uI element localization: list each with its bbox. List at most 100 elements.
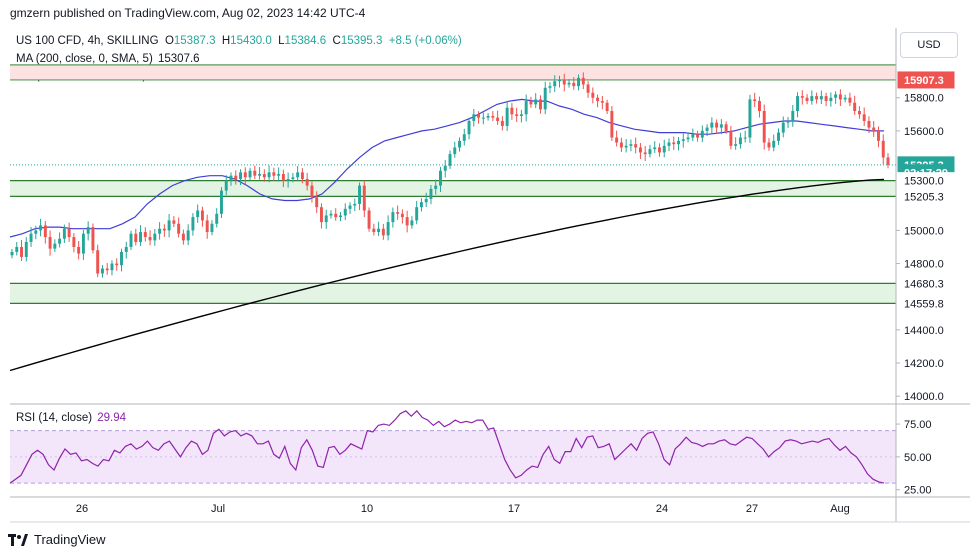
symbol-title[interactable]: US 100 CFD, 4h, SKILLING <box>16 35 159 47</box>
rsi-band <box>10 430 896 484</box>
candle-body <box>662 145 666 153</box>
candle <box>10 248 14 259</box>
candle-body <box>458 140 461 148</box>
candle <box>643 145 647 162</box>
candle <box>877 126 880 148</box>
candle <box>239 169 242 186</box>
candle <box>162 224 166 237</box>
candle <box>481 112 485 125</box>
candle <box>581 72 585 90</box>
candle-body <box>534 99 538 105</box>
price-label: 15205.3 <box>904 191 944 203</box>
time-tick-label: 27 <box>746 503 758 515</box>
candle <box>334 208 338 221</box>
candle <box>562 73 566 92</box>
candle-body <box>434 185 438 189</box>
candle-body <box>862 114 866 121</box>
candle-body <box>167 220 171 231</box>
rsi-legend[interactable]: RSI (14, close) 29.94 <box>16 412 126 424</box>
candle-body <box>815 96 819 100</box>
candle <box>786 116 790 128</box>
candle-body <box>624 145 628 148</box>
candle <box>567 79 571 88</box>
candle-body <box>453 147 457 155</box>
candle-body <box>581 77 585 85</box>
candle-body <box>481 117 485 119</box>
candle-body <box>591 92 595 98</box>
symbol-legend: US 100 CFD, 4h, SKILLING O15387.3 H15430… <box>16 35 462 47</box>
candle <box>224 175 228 196</box>
candle <box>343 203 347 221</box>
candle-body <box>881 140 885 158</box>
candle-body <box>381 228 385 236</box>
candle <box>386 215 390 241</box>
candle <box>843 94 847 103</box>
candle <box>105 263 109 275</box>
low-value: 15384.6 <box>284 35 327 47</box>
candle <box>472 109 476 127</box>
ma200-line <box>9 178 885 372</box>
candle-body <box>215 213 219 224</box>
candle <box>662 139 666 158</box>
candle-body <box>410 220 414 226</box>
candle <box>577 74 581 91</box>
candle <box>648 144 652 158</box>
candle <box>96 244 100 278</box>
ma200-legend[interactable]: MA (200, close, 0, SMA, 5) 15307.6 <box>16 53 200 65</box>
candle <box>610 106 614 142</box>
candle <box>210 220 214 236</box>
candle <box>429 184 433 205</box>
candle-body <box>667 142 671 146</box>
candle <box>772 134 776 152</box>
candle-body <box>443 165 447 171</box>
candle <box>805 94 809 105</box>
candle <box>686 133 690 143</box>
candle-body <box>162 228 166 231</box>
candle <box>615 130 619 147</box>
candle-body <box>648 149 652 155</box>
candle <box>20 240 23 261</box>
candle <box>705 124 709 137</box>
candle <box>453 141 457 158</box>
rsi-line <box>9 410 885 484</box>
candle <box>400 209 404 224</box>
candle-body <box>234 175 238 179</box>
candle-body <box>877 130 880 141</box>
candle <box>824 92 828 107</box>
candle <box>29 226 33 247</box>
candle <box>286 172 290 188</box>
open-value: 15387.3 <box>173 35 216 47</box>
candle <box>534 93 538 109</box>
candle <box>315 191 319 213</box>
time-tick-label: 10 <box>361 503 373 515</box>
candle-body <box>177 223 181 234</box>
candle-body <box>553 81 557 87</box>
candle <box>600 95 604 110</box>
candle-body <box>548 86 552 88</box>
candle-body <box>105 268 109 271</box>
candle <box>24 237 28 262</box>
candle <box>300 168 304 184</box>
candle <box>415 200 419 225</box>
candle-body <box>405 217 409 226</box>
candle-body <box>129 233 133 247</box>
candle <box>791 105 795 127</box>
candle-body <box>486 115 490 118</box>
candle-body <box>29 233 33 242</box>
candle-body <box>296 172 300 178</box>
candle <box>181 229 185 245</box>
candle <box>200 206 204 227</box>
candle-body <box>719 124 723 128</box>
candle-body <box>472 114 476 121</box>
candle-body <box>529 101 533 105</box>
currency-button[interactable]: USD <box>900 32 958 58</box>
candle-body <box>672 142 676 145</box>
candle <box>100 265 104 278</box>
candle <box>296 166 300 182</box>
candle <box>496 110 500 125</box>
candle <box>234 170 238 185</box>
candle <box>215 208 219 228</box>
tradingview-logo[interactable]: TradingView <box>8 532 106 547</box>
candle <box>624 139 628 153</box>
